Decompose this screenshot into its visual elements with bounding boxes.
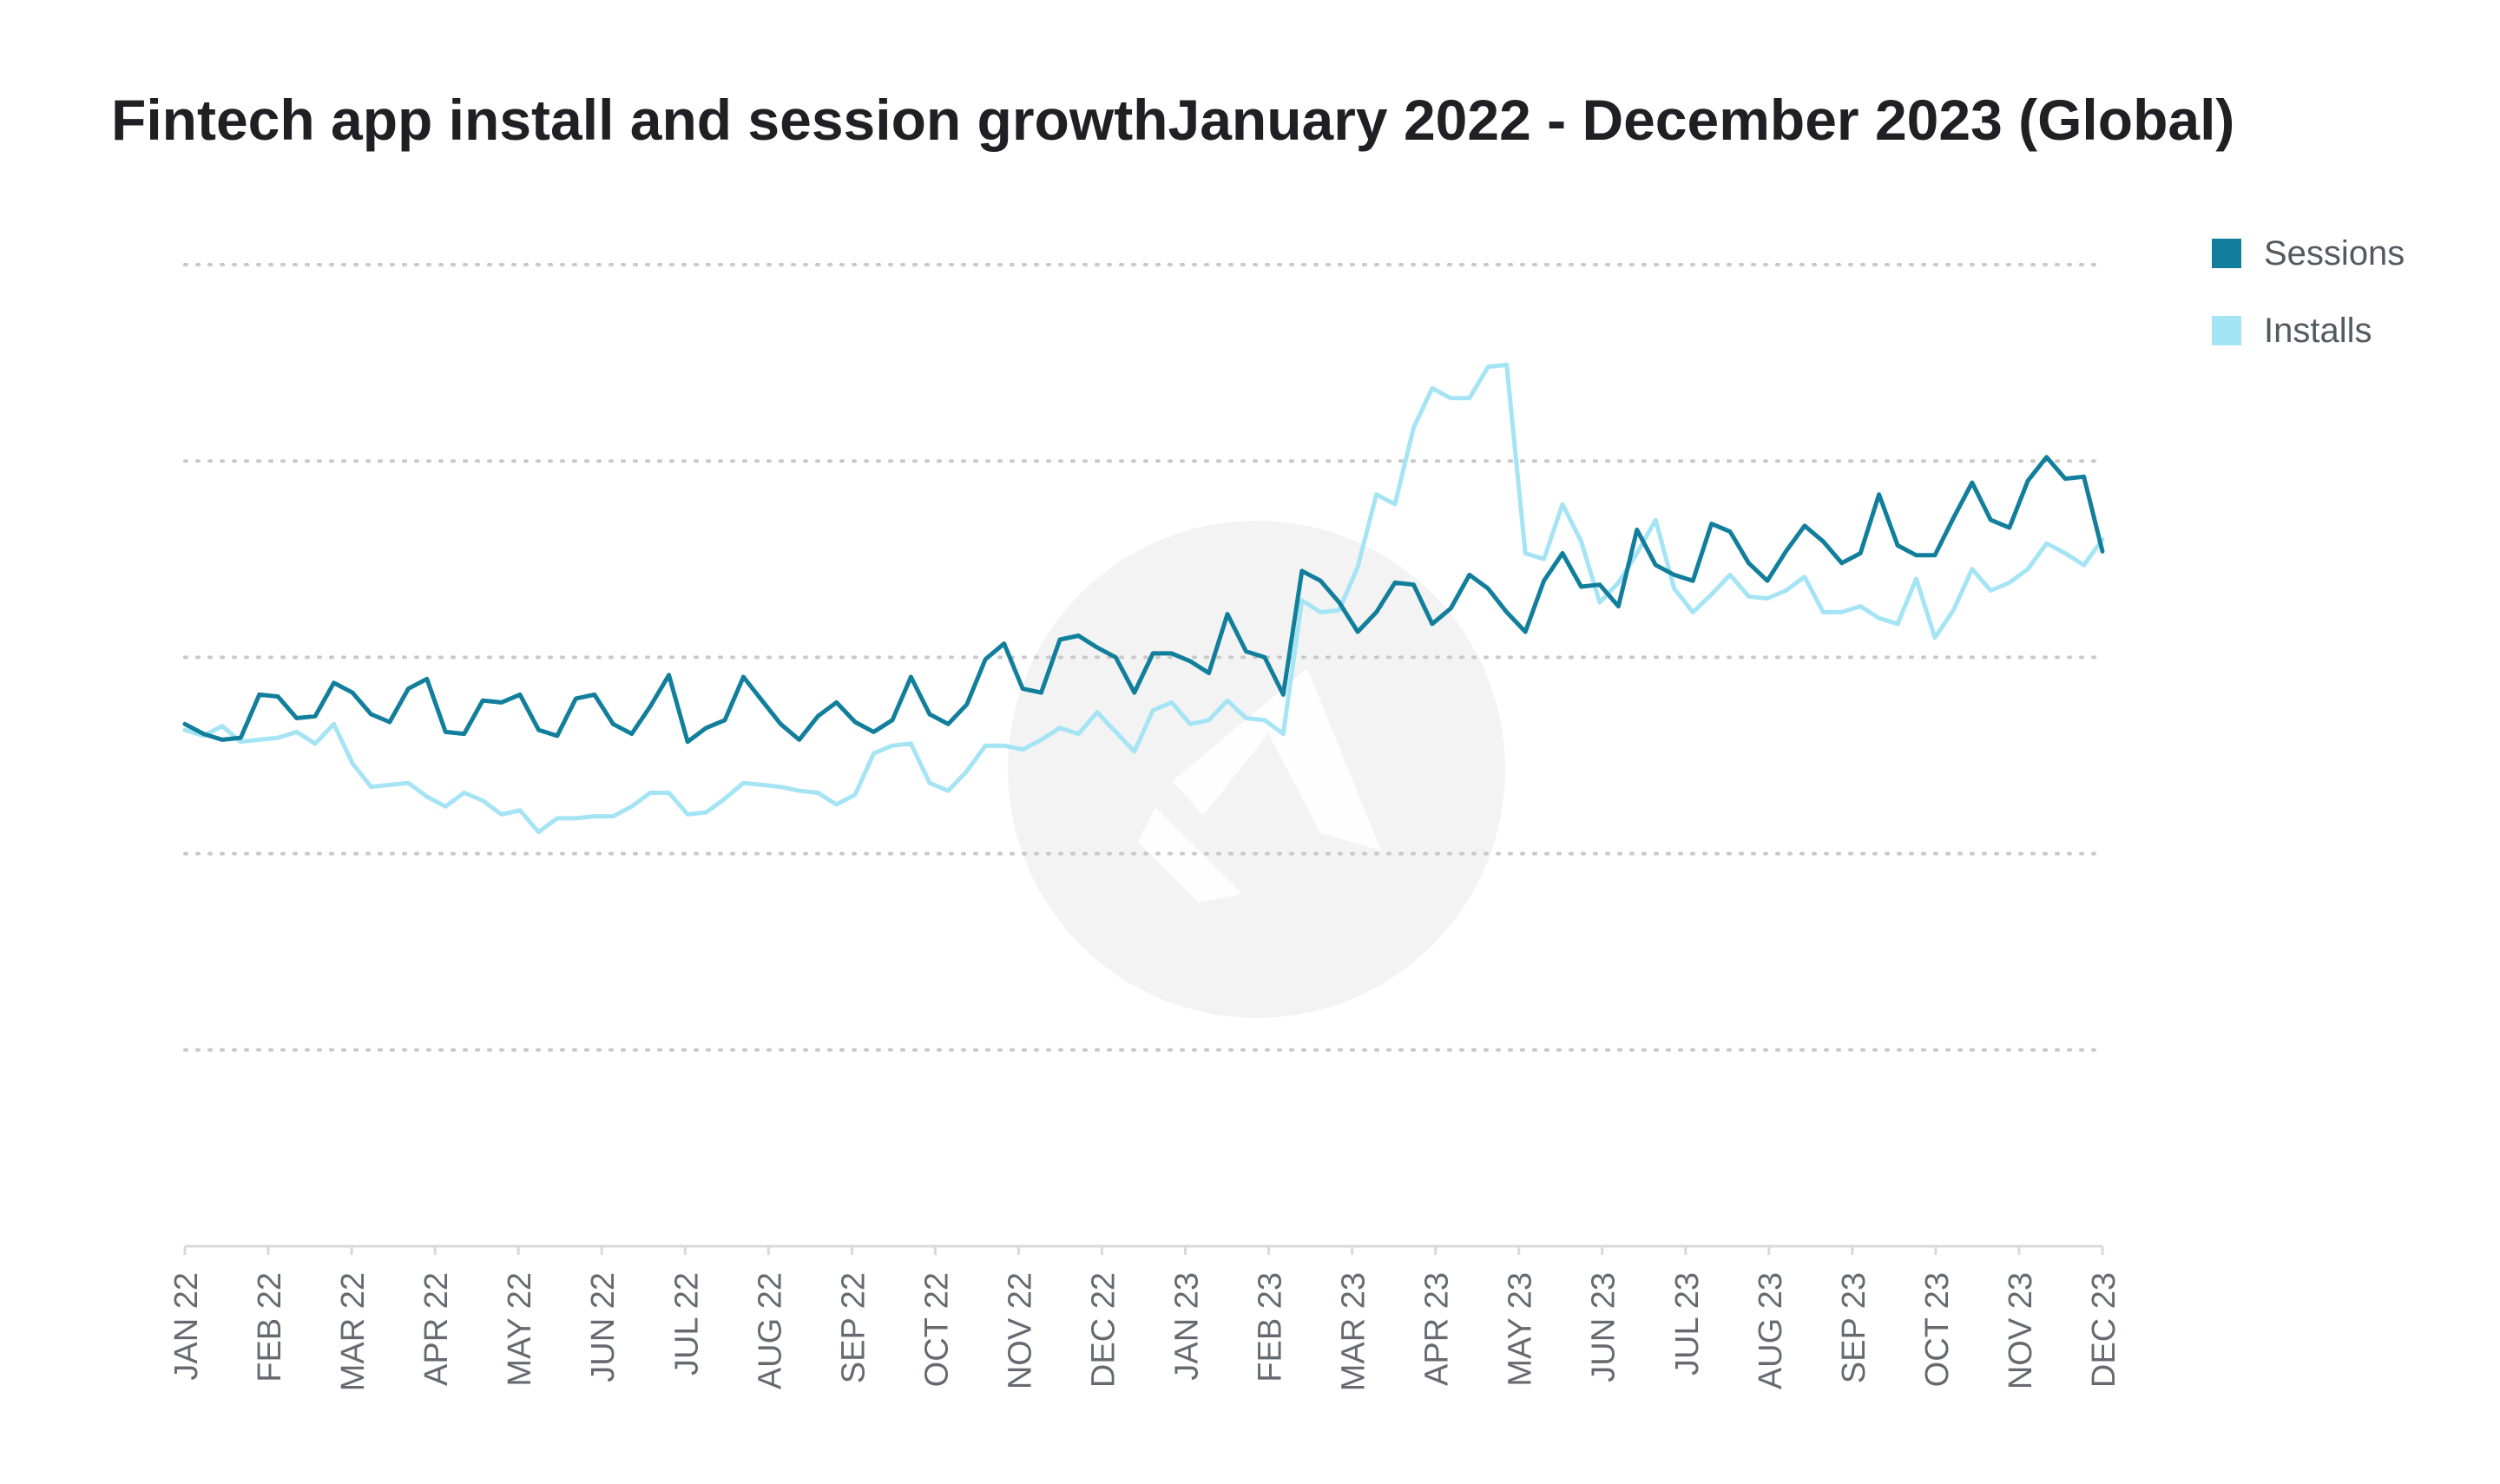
x-tick-label: JUL 23 <box>1669 1272 1706 1376</box>
x-axis: JAN 22 FEB 22 MAR 22 APR 22 MAY 22 JUN 22 JUL … <box>168 1244 2122 1391</box>
grid-lines <box>183 263 2104 1052</box>
x-tick-label: JAN 22 <box>168 1272 205 1381</box>
watermark-glyph <box>1138 668 1381 903</box>
x-tick-label: MAY 22 <box>502 1272 538 1387</box>
series-lines <box>182 362 2105 835</box>
x-tick-label: OCT 22 <box>918 1272 955 1387</box>
legend-swatch-sessions <box>2212 239 2241 268</box>
legend-item-sessions[interactable]: Sessions <box>2212 234 2405 273</box>
x-tick-label: DEC 23 <box>2086 1272 2122 1388</box>
x-tick-label: MAR 22 <box>335 1272 372 1391</box>
x-tick-label: AUG 23 <box>1753 1272 1789 1389</box>
chart-title: Fintech app install and session growthJa… <box>111 88 2235 152</box>
x-tick-label: NOV 22 <box>1002 1272 1038 1389</box>
x-tick-label: NOV 23 <box>2003 1272 2039 1389</box>
x-tick-label: JUL 22 <box>668 1272 705 1376</box>
legend-swatch-installs <box>2212 316 2241 345</box>
x-tick-label: FEB 22 <box>252 1272 288 1382</box>
x-tick-label: JUN 22 <box>585 1272 622 1382</box>
legend-label-installs: Installs <box>2264 311 2372 350</box>
x-tick-label: DEC 22 <box>1085 1272 1122 1388</box>
x-tick-label: MAR 23 <box>1336 1272 1372 1391</box>
x-tick-label: OCT 23 <box>1919 1272 1956 1387</box>
legend: Sessions Installs <box>2212 234 2405 389</box>
x-tick-label: APR 22 <box>418 1272 455 1386</box>
x-tick-label: SEP 22 <box>835 1272 872 1383</box>
x-tick-label: JUN 23 <box>1586 1272 1622 1382</box>
x-tick-label: APR 23 <box>1419 1272 1456 1386</box>
series-line-sessions <box>182 455 2105 745</box>
x-tick-label: JAN 23 <box>1169 1272 1206 1381</box>
x-tick-label: SEP 23 <box>1836 1272 1872 1383</box>
x-tick-label: AUG 22 <box>752 1272 788 1389</box>
x-tick-label: FEB 23 <box>1253 1272 1289 1382</box>
x-tick-label: MAY 23 <box>1503 1272 1539 1387</box>
series-line-installs <box>182 362 2105 835</box>
legend-label-sessions: Sessions <box>2264 233 2405 273</box>
legend-item-installs[interactable]: Installs <box>2212 312 2405 350</box>
